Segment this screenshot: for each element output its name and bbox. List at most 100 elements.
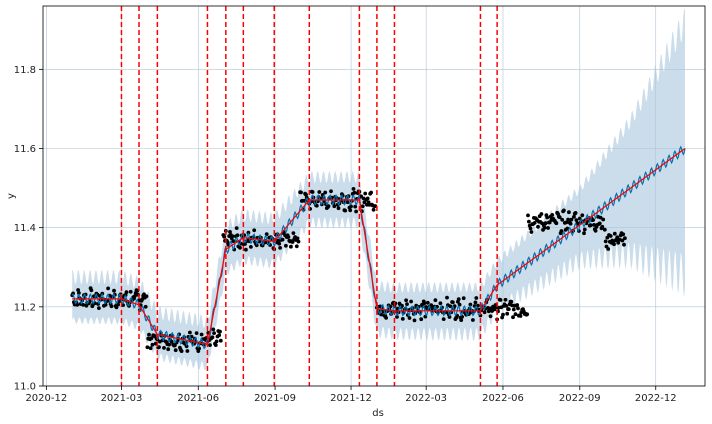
data-point: [488, 314, 493, 319]
data-point: [603, 239, 608, 244]
data-point: [473, 300, 478, 305]
data-point: [148, 346, 153, 351]
data-point: [572, 215, 576, 219]
data-point: [515, 303, 520, 307]
x-tick-label: 2021-06: [177, 393, 219, 404]
data-point: [509, 299, 514, 304]
data-point: [566, 217, 570, 222]
data-point: [217, 333, 222, 338]
data-point: [546, 226, 550, 230]
data-point: [243, 242, 247, 246]
data-point: [542, 225, 547, 230]
data-point: [539, 212, 544, 216]
data-point: [582, 227, 587, 232]
data-point: [573, 211, 578, 215]
data-point: [412, 318, 417, 323]
data-point: [557, 215, 562, 220]
data-point: [505, 311, 510, 316]
data-point: [351, 187, 356, 191]
data-point: [498, 298, 503, 302]
y-tick-label: 11.2: [14, 302, 36, 313]
data-point: [620, 238, 625, 243]
data-point: [598, 215, 603, 220]
data-point: [149, 336, 154, 341]
data-point: [336, 206, 341, 211]
interval-band: [72, 8, 685, 371]
data-point: [527, 219, 531, 224]
data-point: [409, 299, 413, 304]
data-point: [593, 228, 598, 233]
data-point: [84, 303, 89, 308]
data-point: [550, 213, 555, 217]
data-point: [228, 230, 232, 234]
data-point: [296, 239, 301, 244]
data-point: [208, 343, 212, 347]
data-point: [459, 318, 464, 322]
data-point: [173, 348, 178, 353]
data-point: [166, 347, 171, 352]
data-point: [365, 196, 370, 201]
data-point: [89, 288, 94, 293]
data-point: [482, 310, 487, 315]
data-point: [284, 243, 288, 248]
data-point: [109, 304, 114, 309]
data-point: [212, 331, 217, 335]
data-point: [600, 224, 605, 229]
data-point: [290, 240, 295, 244]
data-point: [407, 316, 412, 320]
data-point: [199, 332, 204, 337]
data-point: [348, 208, 353, 213]
data-point: [597, 221, 602, 226]
data-point: [369, 190, 373, 195]
data-point: [332, 204, 337, 209]
data-point: [323, 190, 328, 195]
data-point: [244, 247, 248, 252]
data-point: [569, 217, 574, 222]
data-point: [602, 227, 607, 232]
y-tick-label: 11.4: [14, 223, 36, 234]
data-point: [185, 349, 190, 353]
data-point: [536, 224, 540, 229]
data-point: [504, 304, 509, 308]
data-point: [295, 236, 300, 241]
data-point: [299, 190, 303, 195]
data-point: [474, 296, 479, 300]
data-point: [506, 307, 511, 311]
data-point: [400, 317, 405, 321]
data-point: [425, 300, 430, 305]
data-point: [124, 290, 129, 295]
data-point: [286, 235, 291, 239]
data-point: [622, 242, 626, 247]
data-point: [143, 304, 148, 309]
data-point: [106, 286, 110, 291]
x-tick-label: 2021-09: [254, 393, 296, 404]
data-point: [291, 231, 296, 236]
y-tick-label: 11.0: [14, 382, 36, 393]
data-point: [395, 315, 399, 319]
data-point: [234, 226, 239, 231]
data-point: [76, 288, 80, 292]
data-point: [461, 296, 466, 301]
data-point: [314, 203, 319, 208]
data-point: [147, 332, 151, 337]
data-point: [188, 330, 192, 335]
data-point: [532, 221, 537, 225]
data-point: [144, 294, 149, 299]
data-point: [511, 307, 516, 312]
data-point: [277, 241, 282, 246]
data-point: [580, 213, 585, 218]
uncertainty-band: [72, 8, 685, 371]
data-point: [529, 230, 534, 234]
data-point: [184, 344, 189, 349]
data-point: [132, 294, 137, 298]
data-point: [612, 231, 617, 236]
data-point: [222, 234, 227, 239]
y-axis: 11.0 11.2 11.4 11.6 11.8: [14, 65, 43, 393]
data-point: [615, 235, 620, 240]
data-point: [97, 306, 101, 310]
data-point: [433, 298, 438, 303]
changepoint-lines: [120, 6, 498, 386]
data-point: [525, 312, 530, 317]
data-point: [445, 295, 449, 300]
